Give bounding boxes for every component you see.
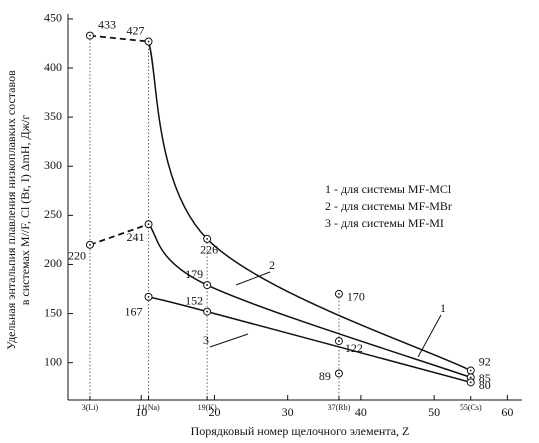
point-dot	[469, 369, 472, 372]
point-dot	[206, 284, 209, 286]
x-tick-label: 50	[428, 405, 440, 419]
legend-entry: 2 - для системы MF-MBr	[325, 199, 452, 213]
point-dot	[469, 381, 472, 384]
point-dot	[338, 372, 340, 375]
point-dot	[147, 223, 150, 226]
element-tick-label: 19(K)	[198, 403, 217, 412]
curve-label: 2	[269, 258, 275, 272]
y-axis-title: в системах M//F, Cl (Br, I) ΔmH, Дж/г	[18, 115, 32, 306]
curve-label: 3	[203, 333, 209, 347]
x-axis-title: Порядковый номер щелочного элемента, Z	[191, 424, 410, 438]
element-tick-label: 37(Rb)	[328, 403, 351, 412]
point-dot	[206, 310, 209, 313]
point-dot	[206, 238, 209, 240]
element-tick-label: 11(Na)	[137, 403, 160, 412]
series-line	[148, 296, 471, 384]
y-axis-title: Удельная энтальпия плавления низкоплавки…	[4, 70, 18, 350]
y-tick-label: 450	[44, 11, 62, 25]
x-tick-label: 30	[282, 405, 294, 419]
legend-entry: 3 - для системы MF-MI	[325, 216, 444, 230]
point-dot	[469, 376, 472, 379]
y-tick-label: 300	[44, 158, 62, 172]
element-tick-label: 3(Li)	[82, 403, 99, 412]
data-label: 89	[319, 369, 331, 383]
data-label: 433	[98, 17, 116, 31]
y-tick-label: 250	[44, 207, 62, 221]
data-label: 152	[185, 293, 203, 307]
element-tick-label: 55(Cs)	[460, 403, 482, 412]
data-label: 427	[127, 23, 145, 37]
point-dot	[147, 40, 150, 43]
series-line	[147, 223, 471, 379]
point-dot	[89, 243, 91, 246]
x-tick-label: 10	[135, 405, 147, 419]
data-label: 241	[127, 230, 145, 244]
series-line-dashed	[89, 223, 149, 246]
y-tick-label: 400	[44, 60, 62, 74]
data-label: 122	[345, 341, 363, 355]
x-tick-label: 60	[501, 405, 513, 419]
point-dot	[338, 340, 340, 342]
x-tick-label: 20	[208, 405, 220, 419]
y-tick-label: 100	[44, 354, 62, 368]
data-label: 167	[125, 305, 143, 319]
y-tick-label: 150	[44, 305, 62, 319]
data-label: 226	[200, 243, 218, 257]
point-dot	[89, 34, 91, 37]
data-label: 85	[479, 371, 491, 385]
point-dot	[338, 293, 340, 295]
curve-label: 1	[440, 301, 446, 315]
legend-entry: 1 - для системы MF-MCl	[325, 182, 452, 196]
data-label: 179	[185, 267, 203, 281]
callout-line	[209, 333, 249, 348]
y-tick-label: 200	[44, 256, 62, 270]
callout-line	[235, 271, 271, 286]
point-dot	[147, 295, 150, 298]
data-label: 220	[68, 249, 86, 263]
series-line	[147, 41, 472, 372]
data-label: 80	[479, 378, 491, 392]
callout-line	[417, 314, 442, 358]
y-tick-label: 350	[44, 109, 62, 123]
data-label: 92	[479, 354, 491, 368]
data-label: 170	[347, 290, 365, 304]
x-tick-label: 40	[355, 405, 367, 419]
